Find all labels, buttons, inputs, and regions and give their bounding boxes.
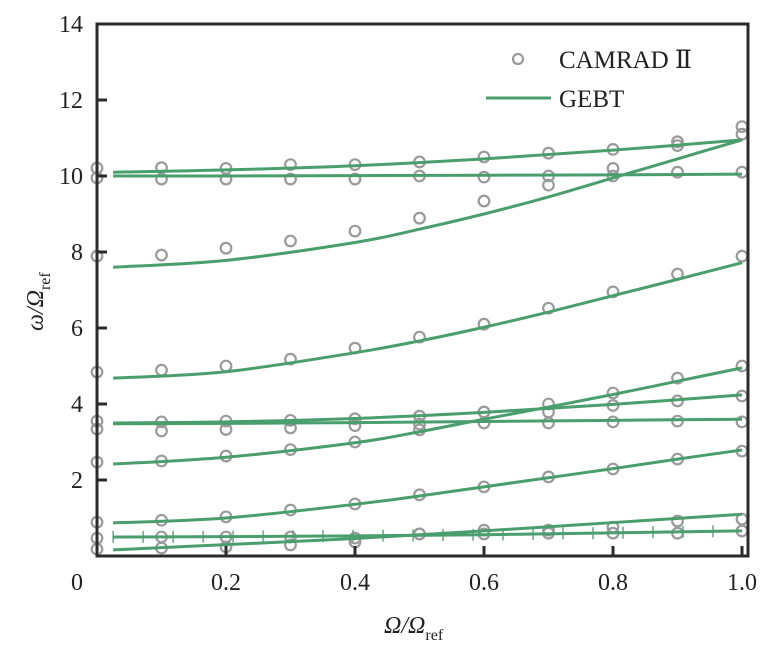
camrad-point [671, 514, 684, 528]
camrad-point [542, 416, 555, 430]
y-tick-label: 6 [71, 316, 83, 342]
gebt-line [113, 366, 743, 466]
camrad-point [413, 211, 426, 225]
camrad-point [219, 359, 233, 373]
x-tick-label: 0.4 [340, 570, 370, 596]
x-tick-label: 0.6 [469, 570, 499, 596]
camrad-point [348, 224, 362, 238]
y-tick-label: 12 [59, 88, 83, 114]
x-tick-label: 0.8 [598, 570, 628, 596]
y-axis-label-sub: ref [37, 272, 54, 290]
camrad-point [284, 172, 297, 186]
ticks: 0 0.2 0.4 0.6 0.8 1.0 2 4 6 8 10 12 14 [59, 12, 757, 596]
y-tick-label: 8 [71, 240, 83, 266]
camrad-point [671, 165, 684, 179]
camrad-point [413, 417, 426, 431]
camrad-point [477, 170, 491, 184]
legend-camrad-marker [511, 52, 525, 66]
camrad-point [477, 194, 491, 208]
legend-gebt-label: GEBT [559, 86, 624, 113]
x-axis-label: Ω/Ωref [384, 613, 444, 644]
camrad-point [735, 249, 749, 263]
gebt-line [113, 417, 743, 426]
camrad-point [477, 150, 491, 164]
camrad-point [284, 234, 297, 248]
camrad-points [90, 120, 749, 556]
gebt-line [113, 138, 743, 269]
camrad-point [348, 419, 362, 433]
x-tick-label: 0 [71, 570, 83, 596]
camrad-point [284, 538, 297, 552]
camrad-point [284, 352, 297, 366]
camrad-point [155, 424, 168, 438]
y-axis-label-main: ω/Ω [23, 290, 49, 331]
y-tick-label: 2 [71, 468, 83, 494]
legend: CAMRAD Ⅱ GEBT [486, 47, 692, 113]
camrad-point [735, 165, 749, 179]
camrad-point [284, 158, 297, 172]
camrad-point [477, 317, 491, 331]
gebt-line [113, 512, 743, 552]
gebt-line [113, 172, 743, 178]
gebt-line [113, 261, 743, 380]
camrad-point [219, 172, 233, 186]
camrad-point [155, 248, 168, 262]
camrad-point [542, 178, 555, 192]
x-axis-label-sub: ref [425, 627, 443, 644]
camrad-point [542, 523, 555, 537]
camrad-point [671, 135, 684, 149]
x-tick-label: 0.2 [211, 570, 241, 596]
y-tick-label: 4 [71, 392, 83, 418]
camrad-point [606, 161, 620, 175]
camrad-point [671, 371, 684, 385]
camrad-point [219, 241, 233, 255]
camrad-point [735, 127, 749, 141]
camrad-point [155, 363, 168, 377]
legend-camrad-label: CAMRAD Ⅱ [559, 47, 692, 74]
gebt-line [113, 448, 743, 525]
x-axis-label-main: Ω/Ω [384, 613, 425, 639]
gebt-lines [112, 138, 743, 552]
gebt-line [113, 138, 743, 174]
y-axis-label: ω/Ωref [23, 272, 54, 331]
camrad-point [155, 172, 168, 186]
y-tick-label: 10 [59, 164, 83, 190]
plot-frame [95, 22, 750, 558]
axes [95, 22, 750, 558]
camrad-point [348, 172, 362, 186]
y-tick-label: 14 [59, 12, 83, 38]
x-tick-label: 1.0 [727, 570, 757, 596]
